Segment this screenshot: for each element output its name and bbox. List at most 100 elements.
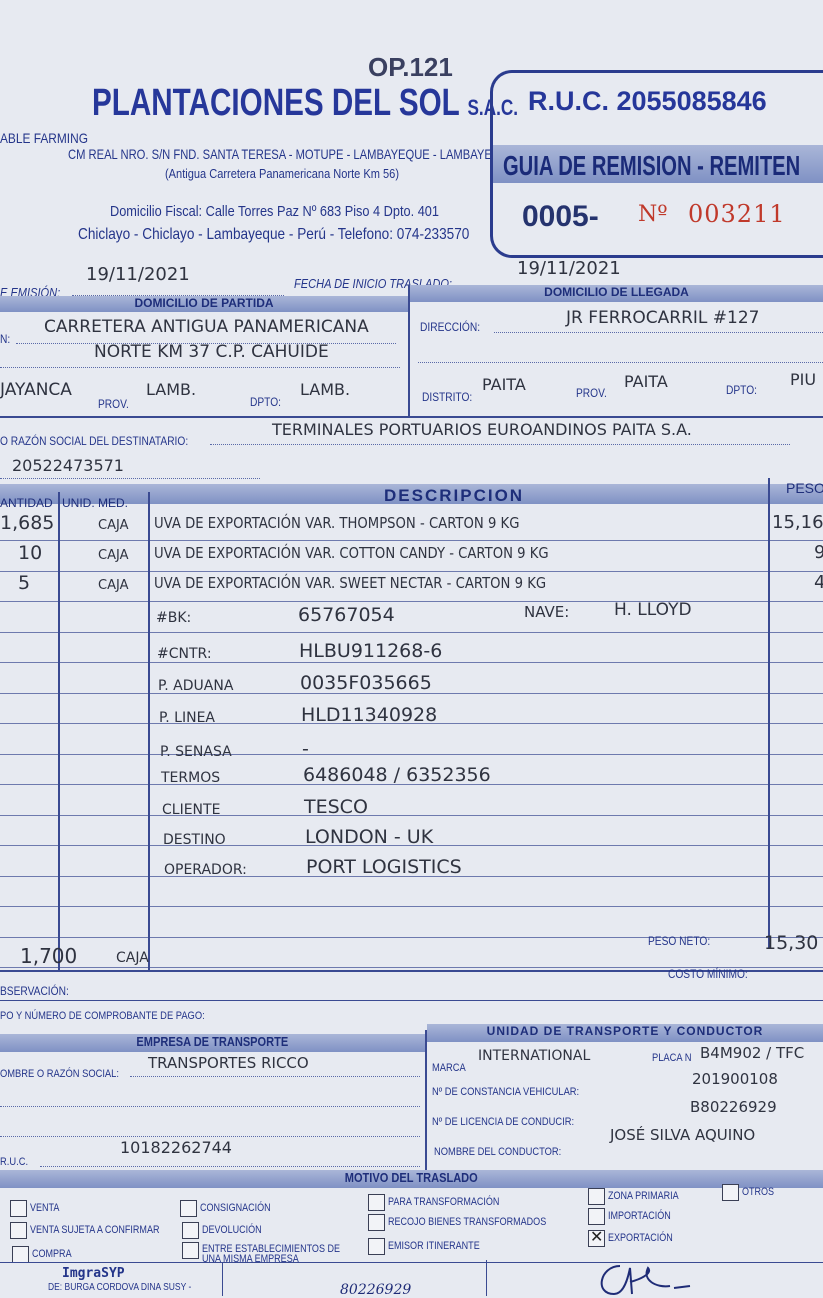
marca-label: MARCA [432,1062,466,1074]
row-divider [0,662,823,663]
row-divider [0,723,823,724]
placa-label: PLACA N [652,1052,692,1064]
row-divider [0,906,823,907]
checkbox-motivo[interactable] [588,1208,605,1225]
constancia-label: Nº DE CONSTANCIA VEHICULAR: [432,1086,580,1098]
checkbox-motivo[interactable]: ✕ [588,1229,605,1247]
detail-label: #CNTR: [157,646,212,662]
detail-label: P. ADUANA [158,678,234,694]
checkbox-label: DEVOLUCIÓN [202,1224,262,1236]
partida-prov-label: PROV. [98,397,129,411]
row-qty: 10 [18,542,43,564]
checkbox-label: IMPORTACIÓN [608,1210,671,1222]
doc-type: GUIA DE REMISION - REMITEN [503,150,801,181]
row-qty: 1,685 [0,512,55,534]
detail-value: PORT LOGISTICS [306,856,462,878]
checkbox-motivo[interactable] [368,1238,385,1255]
detail-label: #BK: [156,610,192,626]
checkbox-motivo[interactable] [182,1242,199,1259]
fiscal-line2: Chiclayo - Chiclayo - Lambayeque - Perú … [78,226,470,243]
row-divider [0,936,823,938]
comprobante-label: PO Y NÚMERO DE COMPROBANTE DE PAGO: [0,1010,205,1022]
transporte-title: EMPRESA DE TRANSPORTE [136,1034,289,1049]
checkbox-label: EXPORTACIÓN [608,1232,673,1244]
checkbox-motivo[interactable] [368,1194,385,1211]
doc-type-band: GUIA DE REMISION - REMITEN [493,145,823,183]
unidad-title: UNIDAD DE TRANSPORTE Y CONDUCTOR [486,1024,764,1038]
llegada-prov-label: PROV. [576,386,607,400]
detail-label: P. LINEA [159,710,215,726]
destinatario-ruc: 20522473571 [12,456,124,475]
llegada-title: DOMICILIO DE LLEGADA [544,285,689,299]
checkbox-label: VENTA [30,1202,60,1214]
checkbox-label: RECOJO BIENES TRANSFORMADOS [388,1216,547,1228]
checkbox-motivo[interactable] [722,1184,739,1201]
row-desc: UVA DE EXPORTACIÓN VAR. SWEET NECTAR - C… [154,574,547,592]
company-name-text: PLANTACIONES DEL SOL [92,82,460,124]
row-divider [0,601,823,602]
checkbox-label: EMISOR ITINERANTE [388,1240,480,1252]
detail-value: HLD11340928 [301,704,438,726]
licencia-label: Nº DE LICENCIA DE CONDUCIR: [432,1116,575,1128]
row-unit: CAJA [98,548,129,563]
constancia-value: 201900108 [692,1070,778,1088]
detail-label: TERMOS [161,770,221,786]
detail-label: CLIENTE [162,802,221,818]
checkbox-motivo[interactable] [182,1222,199,1239]
row-divider [0,875,823,877]
ruc-value: 10182262744 [120,1138,232,1157]
destinatario-name: TERMINALES PORTUARIOS EUROANDINOS PAITA … [272,420,692,439]
detail-value: TESCO [304,796,368,818]
motivo-band: MOTIVO DEL TRASLADO [0,1170,823,1188]
partida-dir-line2: NORTE KM 37 C.P. CAHUIDE [94,342,329,362]
placa-value: B4M902 / TFC [700,1044,805,1062]
checkbox-motivo[interactable] [180,1200,197,1217]
transporte-band: EMPRESA DE TRANSPORTE [0,1034,425,1052]
partida-title: DOMICILIO DE PARTIDA [134,296,274,310]
checkbox-label: ENTRE ESTABLECIMIENTOS DE UNA MISMA EMPR… [202,1243,341,1265]
checkbox-motivo[interactable] [12,1246,29,1263]
row-peso: 15,16 [772,512,823,533]
detail-label: P. SENASA [160,744,232,760]
company-name: PLANTACIONES DEL SOL S.A.C. [92,82,518,125]
handwritten-number: 80226929 [340,1282,412,1298]
row-divider [0,753,823,755]
nave-value: H. LLOYD [614,600,692,620]
col-desc-header: DESCRIPCION [384,486,525,505]
row-divider [0,814,823,816]
destinatario-label: O RAZÓN SOCIAL DEL DESTINATARIO: [0,434,189,448]
razon-label: OMBRE O RAZÓN SOCIAL: [0,1068,119,1080]
checkbox-motivo[interactable] [368,1214,385,1231]
tagline: ABLE FARMING [0,130,88,146]
row-desc: UVA DE EXPORTACIÓN VAR. COTTON CANDY - C… [154,544,549,562]
row-divider [0,967,823,968]
address-line2: (Antigua Carretera Panamericana Norte Km… [165,166,400,181]
signature [600,1265,691,1296]
total-unit: CAJA [116,950,149,966]
row-unit: CAJA [98,518,129,533]
row-desc: UVA DE EXPORTACIÓN VAR. THOMPSON - CARTO… [154,514,520,532]
row-divider [0,692,823,694]
table-header [0,484,823,504]
checkbox-motivo[interactable] [10,1200,27,1217]
partida-dpto: LAMB. [300,380,351,399]
row-divider [0,631,823,633]
row-unit: CAJA [98,578,129,593]
partida-dir-line1: CARRETERA ANTIGUA PANAMERICANA [44,317,369,337]
nave-label: NAVE: [524,603,570,621]
address-line1: CM REAL NRO. S/N FND. SANTA TERESA - MOT… [68,146,517,162]
llegada-prov: PAITA [624,372,668,391]
llegada-dir-label: DIRECCIÓN: [420,320,481,334]
checkbox-label: OTROS [742,1186,775,1198]
llegada-dpto-label: DPTO: [726,383,757,397]
partida-prov: LAMB. [146,380,197,399]
row-qty: 5 [18,572,31,594]
detail-value: LONDON - UK [305,826,434,848]
conductor-label: NOMBRE DEL CONDUCTOR: [434,1146,562,1158]
checkbox-label: ZONA PRIMARIA [608,1190,679,1202]
checkbox-motivo[interactable] [588,1188,605,1205]
peso-neto-value: 15,30 [764,932,819,954]
costo-label: COSTO MÍNIMO: [668,967,748,981]
detail-value: 6486048 / 6352356 [303,764,491,786]
checkbox-motivo[interactable] [10,1222,27,1239]
